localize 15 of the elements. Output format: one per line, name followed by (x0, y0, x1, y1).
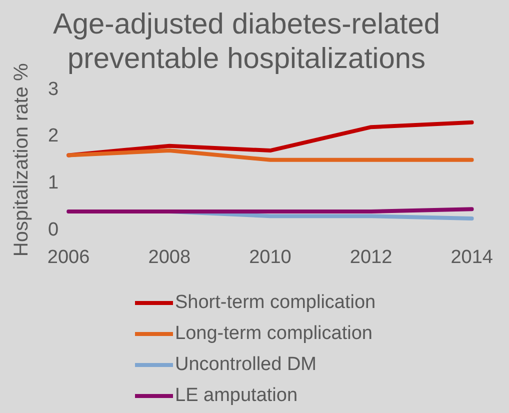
legend-label: Short-term complication (175, 292, 376, 314)
x-tick-label: 2010 (249, 246, 292, 268)
y-tick-label: 1 (48, 172, 59, 194)
x-tick-label: 2008 (148, 246, 191, 268)
x-tick-label: 2012 (350, 246, 392, 268)
chart-title: Age-adjusted diabetes-related preventable hospitalizations (53, 8, 440, 76)
y-axis-title: Hospitalization rate % (10, 62, 33, 257)
x-tick-label: 2014 (450, 246, 494, 268)
y-tick-label: 2 (48, 126, 59, 147)
x-tick-label: 2006 (47, 246, 90, 268)
legend-label: Long-term complication (175, 322, 372, 344)
y-tick-label: 3 (48, 78, 59, 100)
legend-label: LE amputation (175, 384, 298, 406)
y-tick-label: 0 (48, 219, 59, 240)
legend-label: Uncontrolled DM (175, 354, 316, 376)
